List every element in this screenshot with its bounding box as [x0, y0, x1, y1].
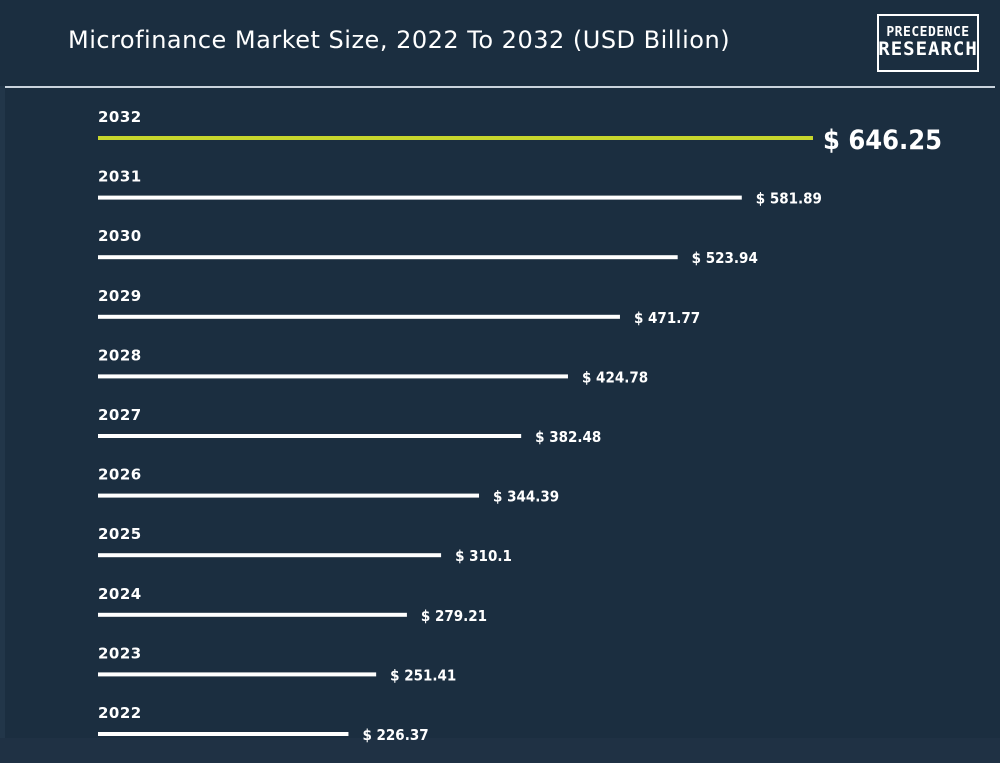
year-label-2032: 2032 — [98, 108, 142, 126]
header-divider — [5, 86, 995, 88]
frame-left-edge — [0, 86, 5, 738]
logo-line-2: RESEARCH — [878, 37, 978, 60]
value-label-2022: $ 226.37 — [362, 726, 428, 744]
bar-2026 — [98, 493, 480, 498]
value-label-2030: $ 523.94 — [692, 249, 758, 267]
year-label-2022: 2022 — [98, 704, 142, 722]
bottom-strip — [0, 738, 1000, 763]
year-label-2027: 2027 — [98, 406, 142, 424]
value-label-2023: $ 251.41 — [390, 666, 456, 684]
value-label-2024: $ 279.21 — [421, 607, 487, 625]
value-label-2029: $ 471.77 — [634, 309, 700, 327]
value-label-2031: $ 581.89 — [756, 190, 822, 208]
year-label-2023: 2023 — [98, 644, 142, 662]
bar-2027 — [98, 434, 522, 438]
year-label-2026: 2026 — [98, 466, 142, 484]
value-label-2032: $ 646.25 — [823, 125, 942, 156]
chart-title: Microfinance Market Size, 2022 To 2032 (… — [68, 26, 731, 54]
year-label-2025: 2025 — [98, 525, 142, 543]
value-label-2026: $ 344.39 — [493, 488, 559, 506]
bar-2023 — [98, 672, 377, 677]
bar-2030 — [98, 255, 678, 260]
bar-2029 — [98, 314, 620, 319]
value-label-2028: $ 424.78 — [582, 368, 648, 386]
year-label-2030: 2030 — [98, 227, 142, 245]
precedence-research-logo: PRECEDENCE RESEARCH — [877, 14, 979, 72]
year-label-2031: 2031 — [98, 168, 142, 186]
value-label-2027: $ 382.48 — [535, 428, 601, 446]
bar-2031 — [98, 195, 742, 200]
year-label-2024: 2024 — [98, 585, 142, 603]
bar-2022 — [98, 732, 349, 736]
bar-2028 — [98, 374, 568, 379]
value-label-2025: $ 310.1 — [455, 547, 512, 565]
year-label-2029: 2029 — [98, 287, 142, 305]
bar-2025 — [98, 553, 442, 558]
year-label-2028: 2028 — [98, 346, 142, 364]
logo-line-1: PRECEDENCE — [886, 25, 970, 41]
bar-2024 — [98, 612, 407, 617]
bar-2032 — [98, 136, 813, 140]
